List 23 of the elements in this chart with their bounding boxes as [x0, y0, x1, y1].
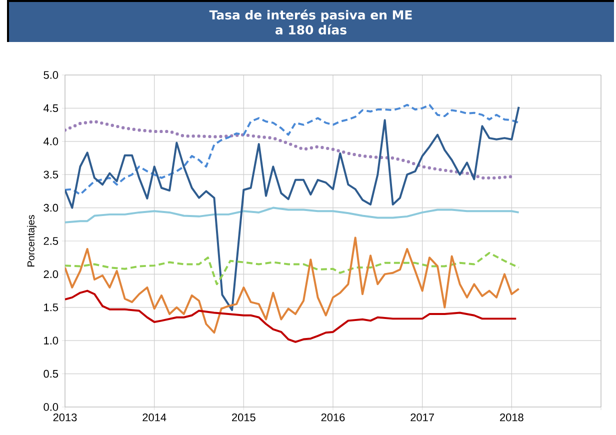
y-tick-label: 4.0 [44, 138, 58, 146]
y-axis-title: Porcentajes [27, 215, 36, 266]
chart-subtitle: a 180 días [276, 24, 346, 35]
y-tick-label: 2.5 [44, 237, 58, 245]
line-series [65, 104, 520, 196]
y-tick-label: 1.5 [44, 304, 58, 312]
x-tick-label: 2016 [321, 414, 345, 422]
y-tick-label: 5.0 [44, 71, 58, 79]
x-tick-label: 2018 [500, 414, 524, 422]
line-series [65, 236, 520, 334]
line-series [65, 106, 520, 312]
x-tick-label: 2017 [410, 414, 434, 422]
y-tick-label: 0.5 [44, 370, 58, 378]
y-tick-label: 3.5 [44, 170, 58, 178]
y-tick-label: 1.0 [44, 336, 58, 344]
y-tick-label: 0.0 [44, 403, 58, 411]
chart-title: Tasa de interés pasiva en ME [209, 9, 412, 22]
y-tick-label: 2.0 [44, 270, 58, 278]
x-tick-label: 2015 [232, 414, 256, 422]
y-tick-label: 4.5 [44, 104, 58, 112]
x-tick-label: 2014 [142, 414, 166, 422]
x-tick-label: 2013 [53, 414, 77, 422]
y-tick-label: 3.0 [44, 204, 58, 212]
